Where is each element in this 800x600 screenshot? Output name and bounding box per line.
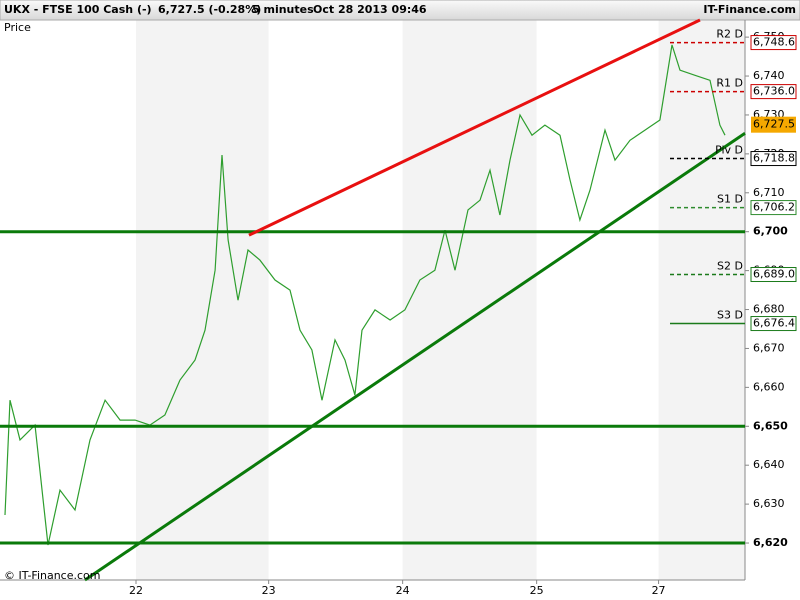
pivot-box (750, 84, 797, 100)
pivot-label: 6,689.0 (753, 268, 795, 281)
brand: IT-Finance.com (703, 3, 796, 16)
y-tick-label: 6,710 (753, 186, 785, 199)
quote: 6,727.5 (-0.28%) (158, 3, 261, 16)
footer: © IT-Finance.com (4, 569, 101, 582)
pivot-name: R2 D (716, 28, 743, 41)
day-band (136, 20, 269, 580)
x-tick-label: 27 (652, 584, 666, 597)
x-tick-label: 24 (396, 584, 410, 597)
day-band (268, 20, 403, 580)
symbol: UKX - FTSE 100 Cash (-) (4, 3, 152, 16)
y-tick-label: 6,630 (753, 497, 785, 510)
pivot-label: 6,718.8 (753, 152, 795, 165)
header-bar (0, 0, 800, 21)
pivot-box (750, 151, 797, 167)
y-tick-label: 6,680 (753, 303, 785, 316)
pivot-box (750, 267, 797, 283)
last-price-label: 6,727.5 (753, 118, 795, 131)
trendline (248, 18, 701, 237)
y-tick-label: 6,640 (753, 458, 785, 471)
pivot-label: 6,706.2 (753, 201, 795, 214)
pivot-label: 6,736.0 (753, 85, 795, 98)
trendline (84, 132, 746, 582)
interval: 5 minutes (252, 3, 314, 16)
day-band (402, 20, 537, 580)
pivot-name: S3 D (717, 309, 743, 322)
y-tick-label: 6,620 (753, 536, 788, 549)
x-tick-label: 25 (530, 584, 544, 597)
day-band (658, 20, 745, 580)
pivot-box (750, 200, 797, 216)
pivot-box (750, 316, 797, 332)
y-tick-label: 6,700 (753, 225, 788, 238)
pivot-label: 6,676.4 (753, 317, 795, 330)
pivot-label: 6,748.6 (753, 36, 795, 49)
y-tick-label: 6,740 (753, 69, 785, 82)
y-tick-label: 6,670 (753, 341, 785, 354)
last-price-box (751, 116, 796, 133)
series-label: Price (4, 21, 31, 34)
pivot-name: Piv D (715, 144, 743, 157)
datetime: Oct 28 2013 09:46 (313, 3, 427, 16)
x-tick-label: 22 (129, 584, 143, 597)
price-line (4, 44, 726, 546)
x-tick-label: 23 (262, 584, 276, 597)
day-band (0, 20, 137, 580)
y-tick-label: 6,660 (753, 380, 785, 393)
y-tick-label: 6,650 (753, 419, 788, 432)
pivot-name: S2 D (717, 260, 743, 273)
pivot-name: S1 D (717, 193, 743, 206)
pivot-name: R1 D (716, 77, 743, 90)
day-band (536, 20, 659, 580)
pivot-box (750, 35, 797, 51)
